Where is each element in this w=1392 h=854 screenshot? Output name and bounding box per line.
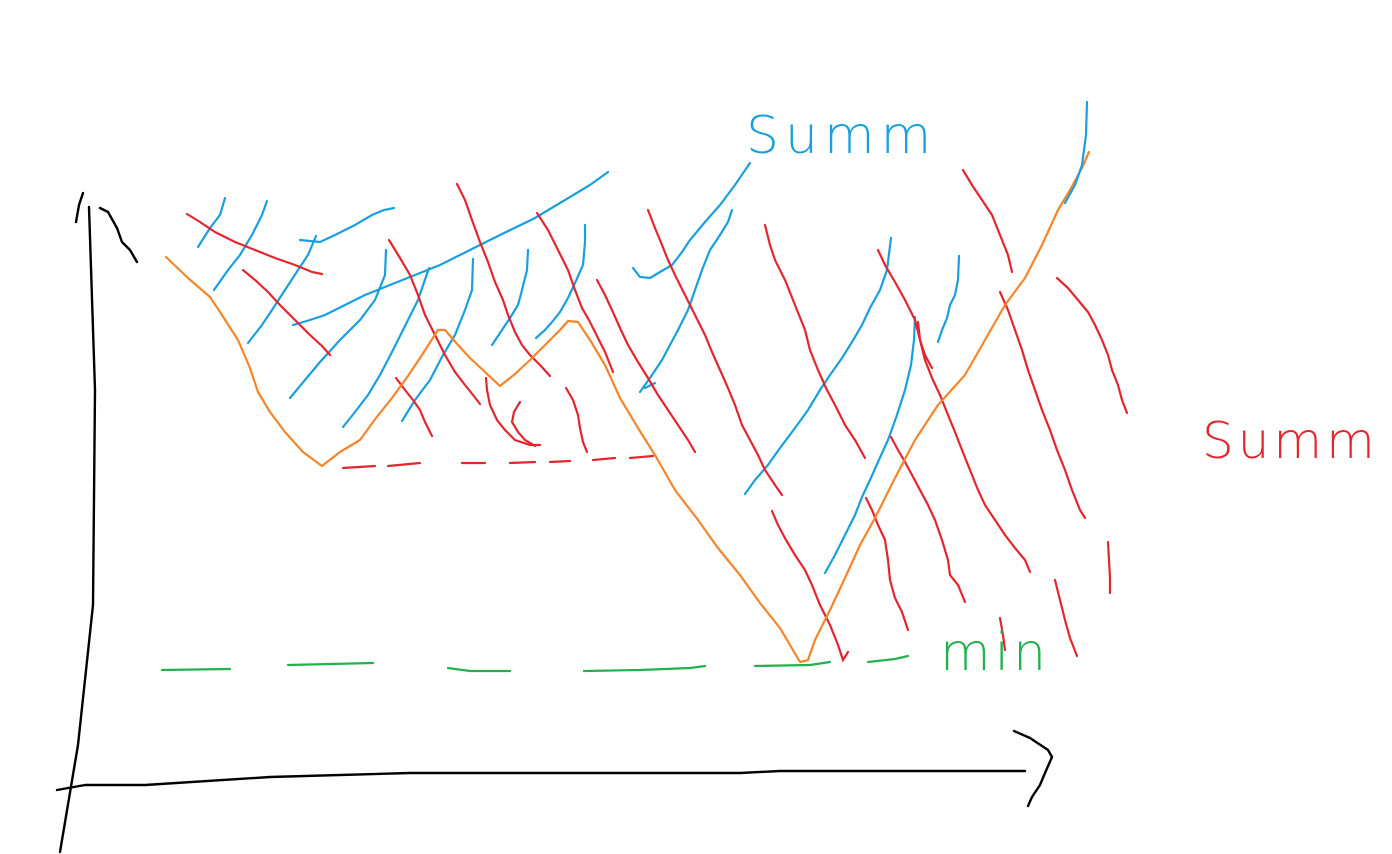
red-hatch-stroke-3 <box>387 238 482 406</box>
red-hatch-stroke-20 <box>864 496 910 632</box>
blue-hatch-stroke-10 <box>534 223 587 340</box>
blue-hatch-stroke-16 <box>936 254 961 344</box>
blue-hatch-stroke-3 <box>246 234 318 345</box>
green-dash-segment-4 <box>582 664 707 673</box>
blue-hatch-stroke-7 <box>341 266 431 429</box>
blue-hatch-stroke-12 <box>631 161 752 280</box>
x-axis-arrowhead <box>1012 729 1054 808</box>
blue-hatch-stroke-4 <box>291 170 610 327</box>
orange-curve <box>164 150 1091 664</box>
red-hatch-stroke-23 <box>998 616 1007 652</box>
green-dash-segment-5 <box>753 660 832 668</box>
red-hatch-stroke-15 <box>961 168 1014 274</box>
red-hatching <box>185 168 1129 663</box>
green-dash-segment-1 <box>160 667 232 672</box>
red-hatch-stroke-1 <box>185 212 324 276</box>
blue-hatch-stroke-14 <box>743 236 893 496</box>
blue-curve-top-right <box>1063 100 1089 205</box>
red-hatch-stroke-19 <box>889 435 967 604</box>
blue-hatch-stroke-6 <box>288 248 388 400</box>
green-dash-segment-6 <box>866 654 910 664</box>
green-dash-segment-3 <box>446 666 512 673</box>
red-hatch-stroke-6 <box>394 376 434 438</box>
red-hatch-stroke-7 <box>484 376 542 447</box>
red-hatch-stroke-13 <box>770 509 850 663</box>
y-axis-arrowhead-right <box>98 206 139 264</box>
axes <box>55 191 1054 854</box>
blue-hatch-stroke-9 <box>490 248 530 347</box>
red-dash-segment-1 <box>341 464 377 470</box>
red-hatch-stroke-11 <box>646 208 784 497</box>
red-hatch-stroke-12 <box>763 223 867 460</box>
blue-hatch-stroke-5 <box>298 206 396 244</box>
blue-hatch-stroke-11 <box>638 208 734 394</box>
blue-hatch-stroke-13 <box>643 381 657 390</box>
red-hatch-stroke-14 <box>876 248 934 370</box>
red-hatch-stroke-18 <box>916 320 1032 574</box>
red-hatch-stroke-10 <box>595 278 697 454</box>
red-hatch-stroke-4 <box>455 182 552 378</box>
blue-hatch-stroke-8 <box>400 257 475 423</box>
red-dash-segment-5 <box>548 459 572 464</box>
red-dashed-line <box>341 454 655 470</box>
blue-hatching <box>196 161 961 575</box>
red-dash-segment-2 <box>386 461 422 468</box>
green-dash-segment-2 <box>286 661 375 667</box>
green-dashed-min-line <box>160 654 910 673</box>
y-axis-line <box>58 205 97 854</box>
blue-hatch-stroke-1 <box>196 196 227 249</box>
green-min-label: min <box>940 623 1050 683</box>
red-hatch-stroke-16 <box>998 290 1087 520</box>
red-hatch-stroke-2 <box>241 268 332 357</box>
red-summ-label: Summ <box>1202 412 1379 470</box>
red-hatch-stroke-8 <box>510 400 537 448</box>
red-hatch-stroke-5 <box>535 211 615 374</box>
x-axis-line <box>55 769 1027 792</box>
red-dash-segment-4 <box>508 460 537 465</box>
red-dash-segment-7 <box>628 454 655 460</box>
y-axis-arrowhead-left <box>74 191 85 224</box>
red-hatch-stroke-17 <box>1055 276 1129 415</box>
red-hatch-stroke-22 <box>1053 578 1079 658</box>
blue-summ-label: Summ <box>746 106 937 166</box>
red-dash-segment-6 <box>591 456 617 462</box>
red-hatch-stroke-21 <box>1106 540 1112 595</box>
red-hatch-stroke-9 <box>564 386 589 454</box>
blue-hatch-stroke-15 <box>823 315 917 575</box>
blue-hatch-stroke-2 <box>212 199 269 292</box>
